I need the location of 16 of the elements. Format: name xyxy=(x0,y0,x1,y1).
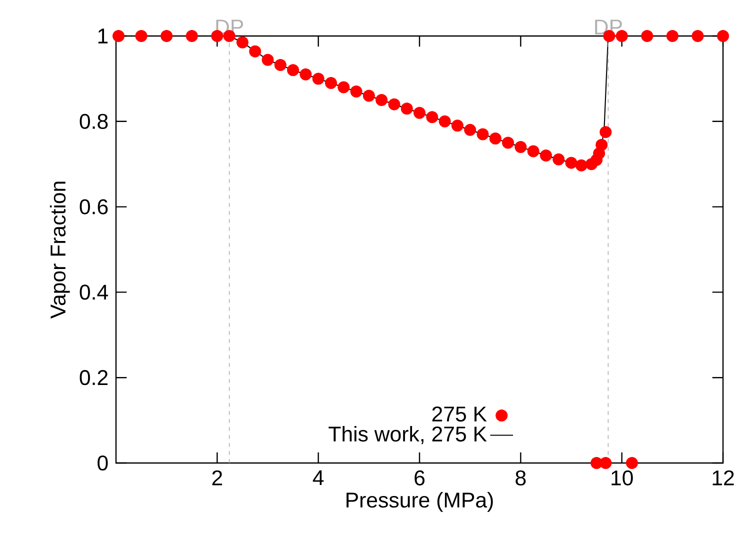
y-tick-label: 0.8 xyxy=(80,114,108,129)
y-tick-label: 1 xyxy=(98,28,108,44)
x-tick-label: 12 xyxy=(712,470,734,486)
legend-label: 275 K xyxy=(432,406,487,422)
x-tick-label: 10 xyxy=(612,470,633,486)
x-tick-label: 4 xyxy=(312,470,324,486)
y-tick-label: 0 xyxy=(98,455,108,471)
y-tick-label: 0.6 xyxy=(80,199,108,214)
legend-label: This work, 275 K xyxy=(328,426,487,444)
x-tick-label: 6 xyxy=(414,470,424,486)
y-axis-title: Vapor Fraction xyxy=(50,182,70,319)
x-tick-label: 2 xyxy=(212,470,222,486)
y-tick-label: 0.2 xyxy=(80,370,108,386)
x-tick-label: 8 xyxy=(516,470,526,486)
y-tick-label: 0.4 xyxy=(80,284,108,300)
x-axis-title: Pressure (MPa) xyxy=(346,492,493,512)
